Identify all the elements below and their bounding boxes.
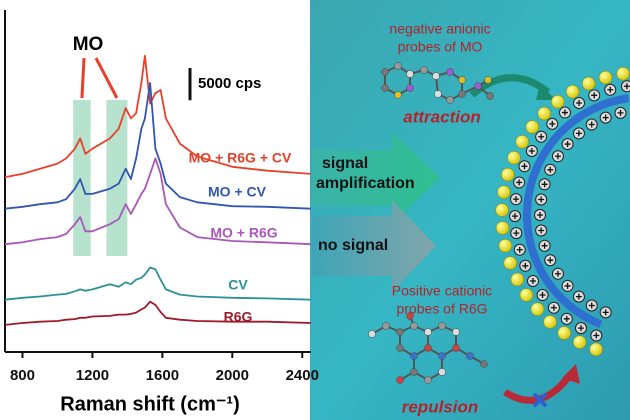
- atom: [459, 77, 466, 84]
- lipid-head: [573, 336, 586, 349]
- atom: [425, 345, 432, 352]
- lipid-head: [599, 71, 612, 84]
- atom: [383, 323, 390, 330]
- arrow-label: amplification: [316, 175, 415, 192]
- lipid-head: [499, 239, 512, 252]
- atom: [407, 85, 414, 92]
- lipid-head: [520, 288, 533, 301]
- probe-label: probes of MO: [398, 39, 483, 55]
- lipid-head: [496, 204, 509, 217]
- highlight-band: [73, 100, 90, 256]
- lipid-head: [526, 120, 539, 133]
- lipid-head: [566, 85, 579, 98]
- atom: [481, 361, 488, 368]
- probe-label: Positive cationic: [392, 283, 492, 299]
- atom: [447, 97, 454, 104]
- highlight-band: [106, 100, 127, 256]
- atom: [439, 353, 446, 360]
- atom: [407, 313, 414, 320]
- lipid-head: [501, 168, 514, 181]
- atom: [397, 345, 404, 352]
- lipid-head: [504, 256, 517, 269]
- lipid-head: [497, 186, 510, 199]
- atom: [411, 353, 418, 360]
- atom: [435, 91, 442, 98]
- attraction-label: attraction: [403, 107, 480, 126]
- atom: [425, 377, 432, 384]
- figure: MO 800 1200 1600 2000 2400 Raman shift (cm⁻¹) 5…: [0, 0, 630, 420]
- atom: [411, 323, 418, 330]
- atom: [467, 353, 474, 360]
- lipid-head: [538, 107, 551, 120]
- atom: [382, 69, 389, 76]
- lipid-head: [544, 315, 557, 328]
- atom: [407, 71, 414, 78]
- atom: [485, 77, 492, 84]
- atom: [475, 83, 482, 90]
- lipid-head: [582, 77, 595, 90]
- atom: [395, 63, 402, 70]
- x-tick-label: 1600: [146, 367, 179, 384]
- atom: [487, 93, 494, 100]
- arrow-label: no signal: [318, 237, 388, 254]
- atom: [439, 323, 446, 330]
- atom: [425, 329, 432, 336]
- lipid-head: [617, 67, 630, 80]
- atom: [447, 69, 454, 76]
- lipid-head: [558, 326, 571, 339]
- atom: [439, 369, 446, 376]
- arrow-label: signal: [322, 155, 368, 172]
- spectra-chart: MO 800 1200 1600 2000 2400 Raman shift (cm⁻¹) 5…: [5, 10, 319, 415]
- lipid-head: [516, 135, 529, 148]
- lipid-head: [496, 221, 509, 234]
- x-tick-label: 2400: [286, 367, 319, 384]
- lipid-head: [590, 343, 603, 356]
- series-label: MO + R6G: [210, 225, 277, 241]
- atom: [382, 85, 389, 92]
- atom: [453, 345, 460, 352]
- annotation: MO: [73, 34, 104, 55]
- spectrum-line: [5, 302, 311, 325]
- lipid-head: [551, 95, 564, 108]
- atom: [395, 92, 402, 99]
- spectrum-line: [5, 268, 311, 300]
- x-tick-label: 800: [10, 367, 35, 384]
- x-axis-title: Raman shift (cm⁻¹): [60, 393, 239, 415]
- x-tick-label: 2000: [216, 367, 249, 384]
- atom: [421, 67, 428, 74]
- atom: [453, 329, 460, 336]
- probe-label: negative anionic: [389, 21, 490, 37]
- atom: [397, 377, 404, 384]
- atom: [411, 369, 418, 376]
- lipid-head: [507, 151, 520, 164]
- annotation-arrow: [82, 58, 117, 98]
- x-tick-label: 1200: [76, 367, 109, 384]
- series-label: MO + CV: [208, 184, 267, 200]
- series-label: CV: [228, 277, 248, 293]
- series-label: MO + R6G + CV: [189, 150, 292, 166]
- lipid-head: [531, 303, 544, 316]
- scale-bar-label: 5000 cps: [198, 75, 261, 92]
- lipid-head: [511, 273, 524, 286]
- atom: [369, 331, 376, 338]
- atom: [433, 73, 440, 80]
- atom: [459, 91, 466, 98]
- repulsion-label: repulsion: [402, 397, 479, 416]
- series-label: R6G: [224, 309, 253, 325]
- atom: [397, 329, 404, 336]
